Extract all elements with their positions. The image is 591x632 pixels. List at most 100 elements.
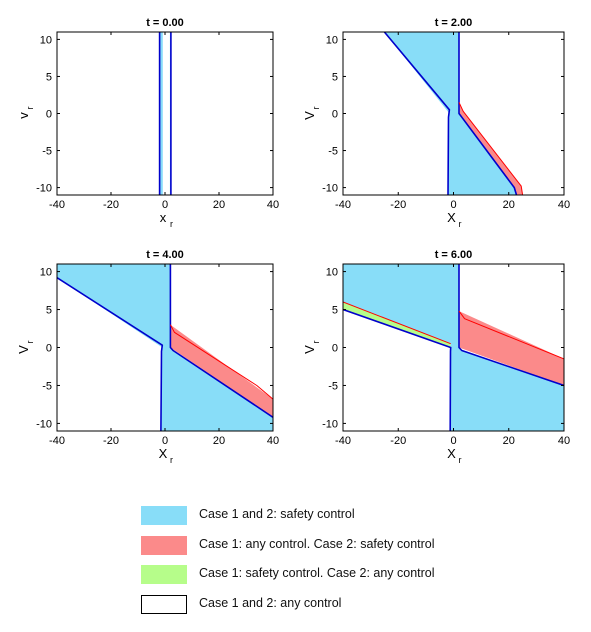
x-tick-label: 40 xyxy=(267,199,279,211)
x-tick-label: 40 xyxy=(558,435,570,447)
x-tick-label: -20 xyxy=(390,435,406,447)
y-axis-label-sub: r xyxy=(311,341,321,344)
x-tick-label: 0 xyxy=(450,199,456,211)
x-axis-label: X xyxy=(447,210,456,225)
y-tick-label: -5 xyxy=(42,146,52,158)
boundary-red-line xyxy=(458,310,564,360)
y-axis-label-sub: r xyxy=(25,341,35,344)
legend-swatch-red xyxy=(141,535,187,555)
legend-item-both-safety: Case 1 and 2: safety control xyxy=(141,506,561,536)
y-tick-label: 5 xyxy=(46,71,52,83)
x-tick-label: 0 xyxy=(162,435,168,447)
x-tick-label: -40 xyxy=(335,435,351,447)
x-tick-label: -40 xyxy=(49,435,65,447)
x-tick-label: -20 xyxy=(103,435,119,447)
y-axis-label: V xyxy=(302,345,317,354)
x-tick-label: 20 xyxy=(213,435,225,447)
y-tick-label: 0 xyxy=(46,109,52,121)
y-axis-label-group: Vr xyxy=(302,107,321,120)
y-tick-label: 0 xyxy=(332,109,338,121)
legend-swatch-green xyxy=(141,565,187,584)
x-tick-label: 0 xyxy=(162,199,168,211)
y-tick-label: 5 xyxy=(332,71,338,83)
plot-content xyxy=(343,264,564,431)
y-tick-label: 10 xyxy=(40,34,52,46)
y-tick-label: 0 xyxy=(46,343,52,355)
boundary-red-line xyxy=(343,301,451,345)
legend: Case 1 and 2: safety control Case 1: any… xyxy=(141,506,561,624)
x-axis-label-sub: r xyxy=(459,219,462,229)
y-tick-label: 5 xyxy=(332,305,338,317)
legend-label: Case 1 and 2: any control xyxy=(199,595,342,610)
x-axis-label: X xyxy=(159,446,168,461)
x-tick-label: -40 xyxy=(49,199,65,211)
plot-content xyxy=(57,264,273,431)
legend-swatch-blue xyxy=(141,506,187,525)
boundary-blue-line xyxy=(383,32,451,195)
y-tick-label: 5 xyxy=(46,305,52,317)
x-tick-label: -20 xyxy=(390,199,406,211)
y-tick-label: 0 xyxy=(332,343,338,355)
region-red xyxy=(459,311,564,386)
legend-swatch-white xyxy=(141,594,187,614)
y-axis-label: V xyxy=(16,345,31,354)
region-red xyxy=(459,102,523,195)
boundary-blue-line xyxy=(458,32,518,195)
y-tick-label: -5 xyxy=(328,146,338,158)
x-tick-label: 40 xyxy=(558,199,570,211)
chart-title: t = 4.00 xyxy=(146,249,184,261)
y-tick-label: -10 xyxy=(322,183,338,195)
y-tick-label: 10 xyxy=(40,267,52,279)
region-green xyxy=(343,302,451,348)
boundary-red-line xyxy=(458,102,524,195)
y-axis-label-sub: r xyxy=(25,107,35,110)
x-axis-label-sub: r xyxy=(170,219,173,229)
boundary-red-line xyxy=(169,324,273,400)
boundary-blue-line xyxy=(57,277,164,431)
region-blue xyxy=(57,264,273,431)
y-tick-label: -10 xyxy=(322,418,338,430)
x-axis-label-sub: r xyxy=(459,455,462,465)
x-axis-label: x xyxy=(160,210,167,225)
x-tick-label: -20 xyxy=(103,199,119,211)
x-tick-label: 20 xyxy=(503,435,515,447)
legend-label: Case 1: safety control. Case 2: any cont… xyxy=(199,566,435,580)
chart-title: t = 0.00 xyxy=(146,17,184,29)
chart-title: t = 6.00 xyxy=(435,249,473,261)
x-tick-label: 20 xyxy=(213,199,225,211)
plot-content xyxy=(158,32,172,195)
boundary-blue-line xyxy=(343,308,452,431)
y-tick-label: -5 xyxy=(42,380,52,392)
y-axis-label: V xyxy=(302,111,317,120)
x-tick-label: 40 xyxy=(267,435,279,447)
x-tick-label: -40 xyxy=(335,199,351,211)
region-white xyxy=(162,32,170,195)
legend-label: Case 1 and 2: safety control xyxy=(199,507,355,521)
boundary-blue-line xyxy=(169,264,273,418)
y-axis-label-sub: r xyxy=(311,107,321,110)
y-axis-label-group: Vr xyxy=(302,341,321,354)
legend-item-case2-safety: Case 1: any control. Case 2: safety cont… xyxy=(141,535,561,566)
x-tick-label: 0 xyxy=(450,435,456,447)
boundary-blue-line xyxy=(458,264,564,387)
y-axis-label-group: vr xyxy=(16,107,35,119)
region-blue xyxy=(343,264,564,431)
y-axis-label-group: Vr xyxy=(16,341,35,354)
chart-title: t = 2.00 xyxy=(435,17,473,29)
legend-label: Case 1: any control. Case 2: safety cont… xyxy=(199,536,435,551)
y-tick-label: -10 xyxy=(36,183,52,195)
region-red xyxy=(170,324,273,418)
legend-item-both-any: Case 1 and 2: any control xyxy=(141,594,561,625)
legend-item-case1-safety: Case 1: safety control. Case 2: any cont… xyxy=(141,565,561,595)
y-tick-label: 10 xyxy=(326,34,338,46)
y-tick-label: 10 xyxy=(326,267,338,279)
plot-content xyxy=(383,32,524,195)
x-tick-label: 20 xyxy=(503,199,515,211)
y-tick-label: -5 xyxy=(328,380,338,392)
x-axis-label: X xyxy=(447,446,456,461)
